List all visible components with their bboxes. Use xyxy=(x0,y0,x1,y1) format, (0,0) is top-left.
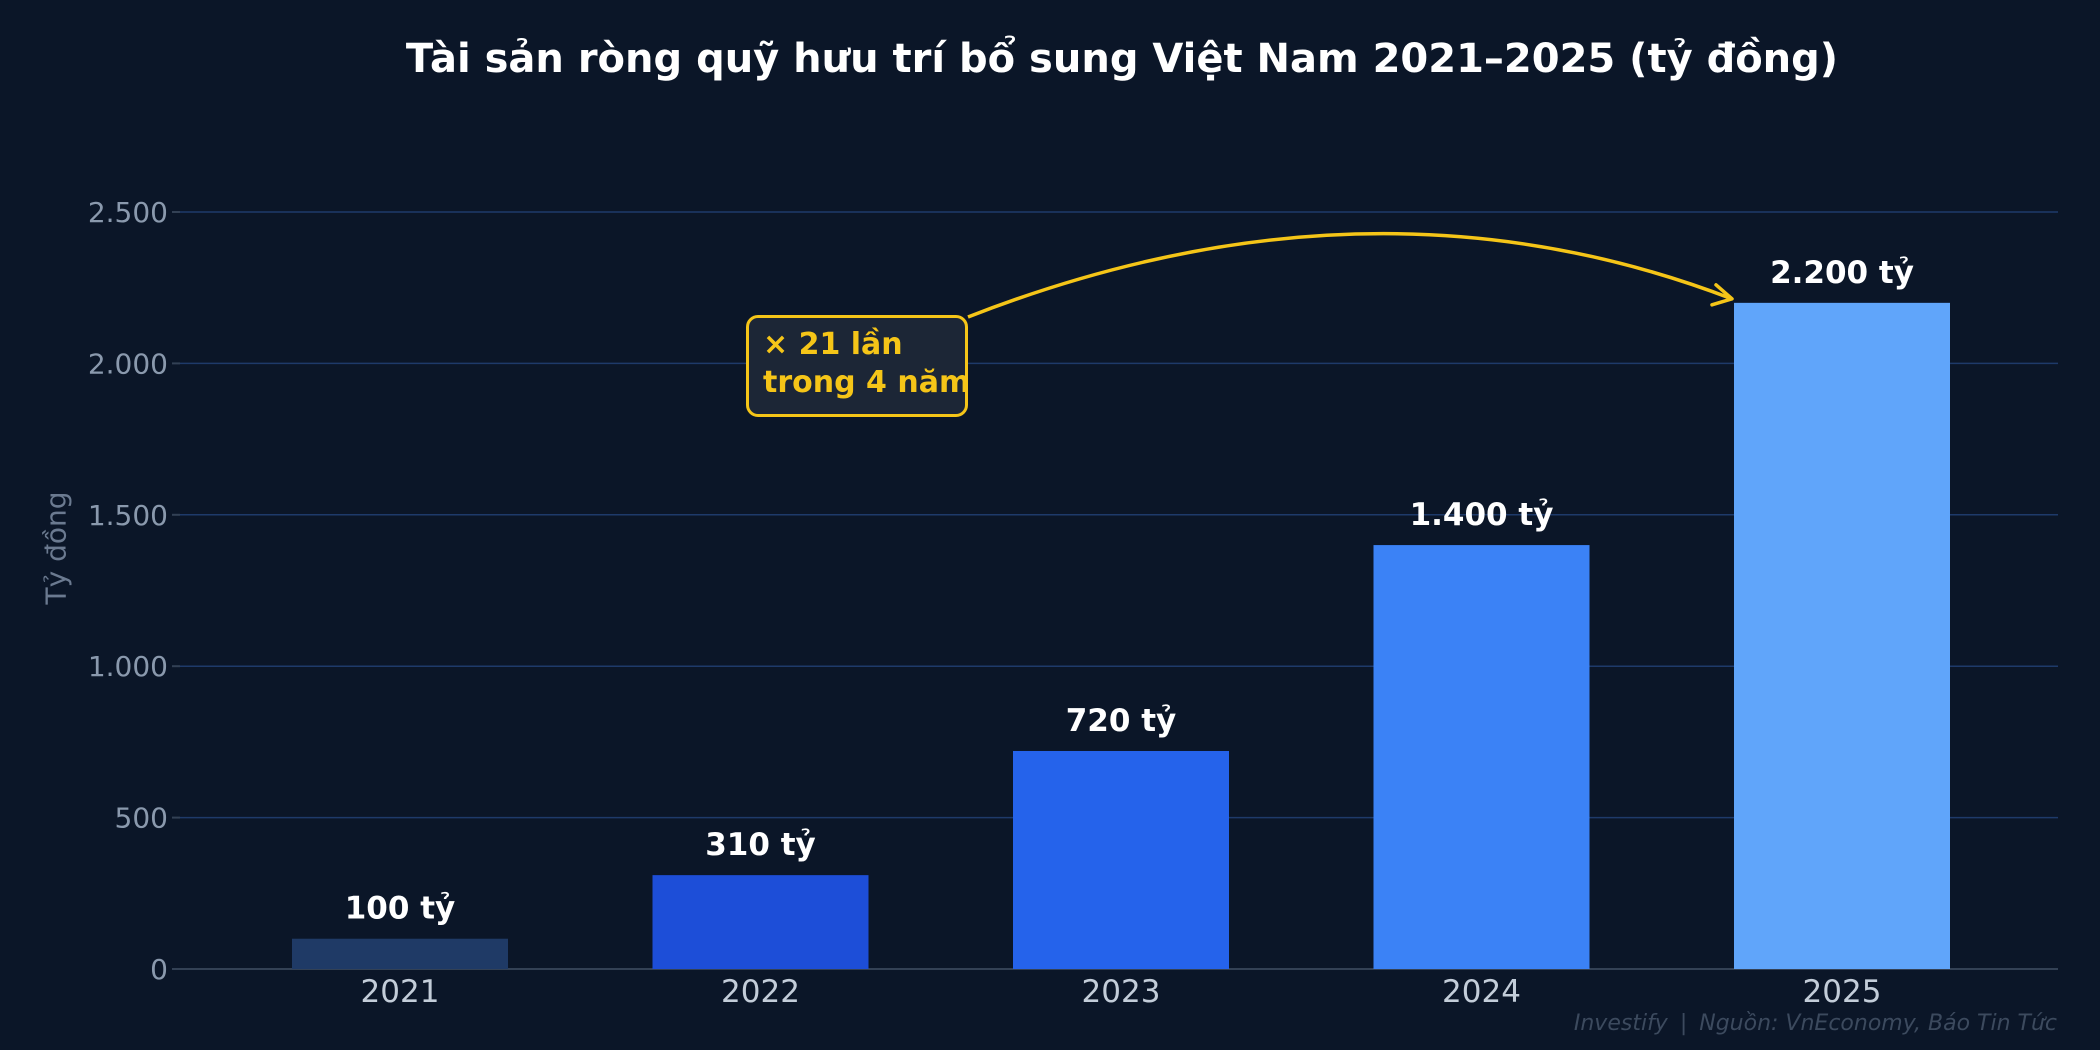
bar-2025 xyxy=(1734,302,1950,970)
data-label-2023: 720 tỷ xyxy=(1066,703,1177,739)
bar-2022 xyxy=(652,875,869,969)
y-tick-label: 1.500 xyxy=(88,499,168,532)
x-tick-label-2022: 2022 xyxy=(721,974,800,1010)
annotation-line-2: trong 4 năm xyxy=(763,365,971,400)
source-footer: Investify | Nguồn: VnEconomy, Báo Tin Tức xyxy=(1574,1011,2057,1036)
y-tick-label: 0 xyxy=(150,953,168,986)
y-tick-label: 2.500 xyxy=(88,196,168,229)
footer-brand: Investify xyxy=(1573,1011,1668,1036)
x-tick-label-2025: 2025 xyxy=(1803,974,1882,1010)
x-tick-label-2024: 2024 xyxy=(1442,974,1521,1010)
chart-title: Tài sản ròng quỹ hưu trí bổ sung Việt Na… xyxy=(405,36,1839,82)
annotation-line-1: × 21 lần xyxy=(763,327,903,362)
footer-separator: | xyxy=(1679,1011,1688,1036)
x-tick-label-2023: 2023 xyxy=(1082,974,1161,1010)
x-tick-label-2021: 2021 xyxy=(361,974,440,1010)
y-tick-label: 1.000 xyxy=(88,650,168,683)
bar-2023 xyxy=(1013,750,1229,969)
bar-2021 xyxy=(292,938,508,969)
data-label-2025: 2.200 tỷ xyxy=(1770,255,1914,291)
growth-annotation: × 21 lần trong 4 năm xyxy=(746,315,971,417)
arrow-head xyxy=(1710,283,1734,307)
y-tick-label: 500 xyxy=(115,802,168,835)
data-label-2024: 1.400 tỷ xyxy=(1410,497,1554,533)
growth-arrow xyxy=(967,231,1733,319)
bar-2024 xyxy=(1373,545,1590,969)
data-label-2022: 310 tỷ xyxy=(705,827,816,863)
footer-source: Nguồn: VnEconomy, Báo Tin Tức xyxy=(1699,1011,2057,1036)
y-tick-label: 2.000 xyxy=(88,347,168,380)
data-label-2021: 100 tỷ xyxy=(345,891,456,927)
